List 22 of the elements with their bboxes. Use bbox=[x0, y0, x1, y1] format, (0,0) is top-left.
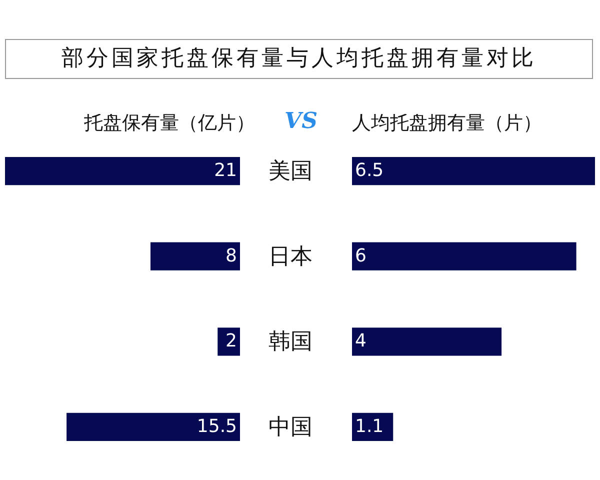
data-label: 4 bbox=[355, 330, 366, 352]
y-tick-label: 美国 bbox=[268, 159, 312, 184]
data-label: 1.1 bbox=[355, 416, 384, 437]
bar bbox=[150, 242, 240, 270]
bar bbox=[5, 157, 240, 186]
bar bbox=[352, 412, 394, 441]
data-label: 15.5 bbox=[196, 416, 237, 437]
bar bbox=[352, 328, 502, 356]
y-tick-label: 中国 bbox=[268, 414, 312, 440]
data-label: 21 bbox=[214, 160, 237, 182]
y-tick-label: 日本 bbox=[268, 244, 312, 270]
data-label: 6.5 bbox=[355, 160, 384, 182]
text: VS bbox=[284, 108, 318, 134]
data-label: 8 bbox=[226, 245, 237, 266]
bar bbox=[218, 328, 240, 356]
bar bbox=[352, 157, 595, 186]
text: 部分国家托盘保有量与人均托盘拥有量对比 bbox=[5, 39, 593, 79]
data-label: 6 bbox=[355, 245, 366, 266]
bar bbox=[66, 412, 240, 441]
y-tick-label: 韩国 bbox=[268, 330, 312, 355]
bar bbox=[352, 242, 576, 270]
data-label: 2 bbox=[226, 330, 237, 352]
